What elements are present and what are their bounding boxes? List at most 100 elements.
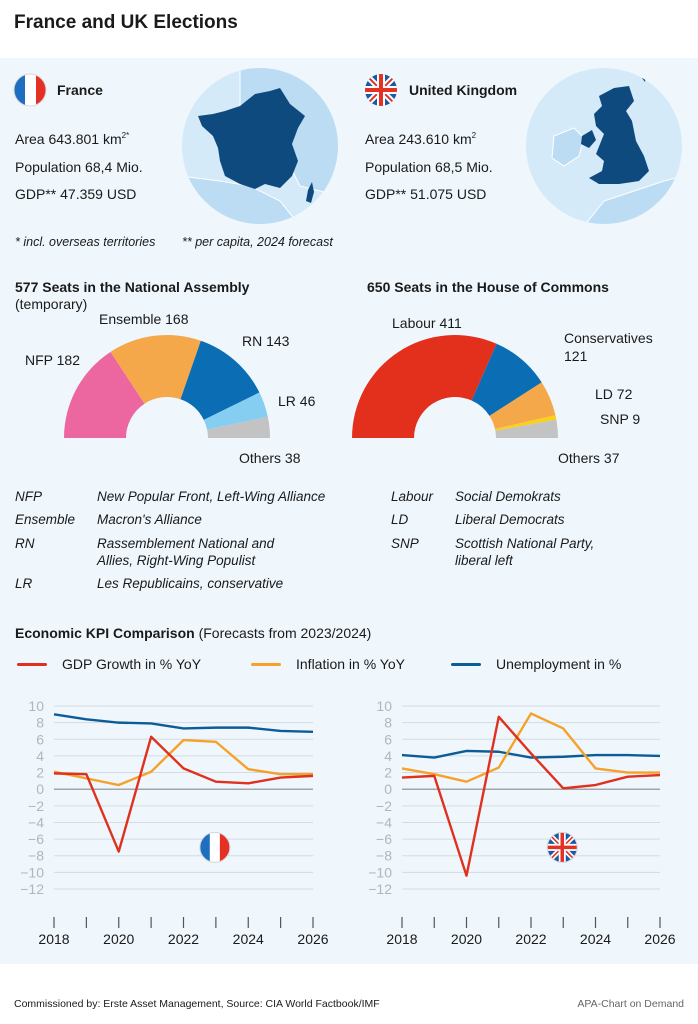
x-tick-label: 2022 [168, 931, 199, 947]
y-tick-label: 10 [28, 698, 44, 714]
france-seat-chart [64, 335, 270, 438]
france-area: Area 643.801 km2* [15, 131, 129, 147]
x-tick-label: 2024 [233, 931, 264, 947]
y-tick-label: −4 [376, 814, 392, 830]
uk-seats-title: 650 Seats in the House of Commons [367, 279, 609, 295]
fr-seat-seg-lr [203, 392, 268, 430]
fr-seat-seg-ensemble [110, 335, 201, 404]
seat-label-rn: RN 143 [242, 333, 290, 349]
gloss-abbr-lr: LR [15, 576, 33, 591]
uk-area: Area 243.610 km2 [365, 131, 476, 147]
france-population: Population 68,4 Mio. [15, 159, 143, 175]
legend-swatch-unemployment [451, 662, 481, 666]
footer-credit: APA-Chart on Demand [577, 998, 684, 1010]
seat-label-conservatives: Conservatives [564, 330, 653, 346]
legend-label-inflation: Inflation in % YoY [296, 656, 405, 672]
gloss-abbr-ld: LD [391, 512, 409, 527]
y-tick-label: −10 [368, 864, 392, 880]
y-tick-label: 6 [384, 731, 392, 747]
fr-seat-seg-rn [180, 340, 260, 420]
gloss-desc-snp: Scottish National Party, [455, 536, 595, 551]
france-map [182, 68, 338, 224]
x-tick-label: 2018 [38, 931, 69, 947]
x-tick-label: 2026 [644, 931, 675, 947]
uk-seat-seg-conservatives [471, 343, 542, 416]
y-tick-label: 4 [384, 748, 392, 764]
kpi-title-bold: Economic KPI Comparison [15, 625, 195, 641]
france-seats-title: 577 Seats in the National Assembly [15, 279, 250, 295]
seat-label-conservatives-count: 121 [564, 348, 588, 364]
y-tick-label: 8 [384, 715, 392, 731]
uk-seat-seg-snp [494, 415, 557, 431]
seat-label-others-fr: Others 38 [239, 450, 301, 466]
y-tick-label: −8 [28, 848, 44, 864]
uk-area-value: Area 243.610 km [365, 131, 472, 147]
gloss-desc-nfp: New Popular Front, Left-Wing Alliance [97, 489, 326, 504]
y-tick-label: 4 [36, 748, 44, 764]
y-tick-label: −12 [20, 881, 44, 897]
kpi-title-rest: (Forecasts from 2023/2024) [194, 625, 372, 641]
gloss-desc-snp-2: liberal left [455, 553, 513, 568]
x-tick-label: 2024 [580, 931, 611, 947]
uk-area-sup: 2 [471, 131, 477, 140]
france-flag-icon [13, 73, 47, 107]
gloss-abbr-labour: Labour [391, 489, 434, 504]
footnote-overseas: * incl. overseas territories [15, 235, 156, 249]
x-tick-label: 2022 [515, 931, 546, 947]
y-tick-label: −2 [376, 798, 392, 814]
seat-label-snp: SNP 9 [600, 411, 641, 427]
y-tick-label: 10 [376, 698, 392, 714]
legend-unemployment: Unemployment in % [451, 656, 621, 672]
fr-seat-seg-others [207, 416, 270, 438]
fr-seat-seg-nfp [64, 351, 145, 438]
y-tick-label: −4 [28, 814, 44, 830]
seat-label-lr: LR 46 [278, 393, 316, 409]
y-tick-label: 2 [384, 765, 392, 781]
y-tick-label: −6 [28, 831, 44, 847]
footnote-per-capita: ** per capita, 2024 forecast [182, 235, 333, 249]
kpi-title: Economic KPI Comparison (Forecasts from … [15, 625, 371, 641]
gloss-desc-rn-2: Allies, Right-Wing Populist [97, 553, 256, 568]
uk-flag-icon [546, 831, 578, 863]
seat-label-ld: LD 72 [595, 386, 633, 402]
uk-seat-seg-others [495, 419, 558, 438]
uk-map [526, 68, 682, 224]
y-tick-label: −6 [376, 831, 392, 847]
seat-label-ensemble: Ensemble 168 [99, 311, 189, 327]
uk-seat-chart [352, 335, 558, 438]
gloss-desc-rn: Rassemblement National and [97, 536, 275, 551]
gloss-abbr-nfp: NFP [15, 489, 42, 504]
france-name: France [57, 82, 103, 98]
legend-inflation: Inflation in % YoY [251, 656, 405, 672]
france-gdp: GDP** 47.359 USD [15, 186, 137, 202]
france-area-value: Area 643.801 km [15, 131, 122, 147]
legend-swatch-inflation [251, 662, 281, 666]
series-line-unemployment [401, 749, 661, 759]
page-title: France and UK Elections [14, 12, 238, 33]
series-line-inflation [401, 712, 660, 783]
legend-swatch-gdp [17, 662, 47, 666]
x-tick-label: 2020 [451, 931, 482, 947]
legend-gdp: GDP Growth in % YoY [17, 656, 201, 672]
y-tick-label: 6 [36, 731, 44, 747]
y-tick-label: 0 [36, 781, 44, 797]
y-tick-label: 0 [384, 781, 392, 797]
x-tick-label: 2020 [103, 931, 134, 947]
uk-gdp: GDP** 51.075 USD [365, 186, 487, 202]
series-line-inflation [53, 738, 313, 787]
legend-label-gdp: GDP Growth in % YoY [62, 656, 202, 672]
x-tick-label: 2026 [297, 931, 328, 947]
y-tick-label: −10 [20, 864, 44, 880]
y-tick-label: −8 [376, 848, 392, 864]
gloss-abbr-ensemble: Ensemble [15, 512, 76, 527]
gloss-desc-ensemble: Macron's Alliance [97, 512, 202, 527]
series-line-gdp [53, 735, 314, 853]
gloss-desc-ld: Liberal Democrats [455, 512, 565, 527]
series-line-unemployment [53, 713, 314, 733]
y-tick-label: −12 [368, 881, 392, 897]
y-tick-label: 2 [36, 765, 44, 781]
seat-label-nfp: NFP 182 [25, 352, 80, 368]
gloss-abbr-rn: RN [15, 536, 35, 551]
